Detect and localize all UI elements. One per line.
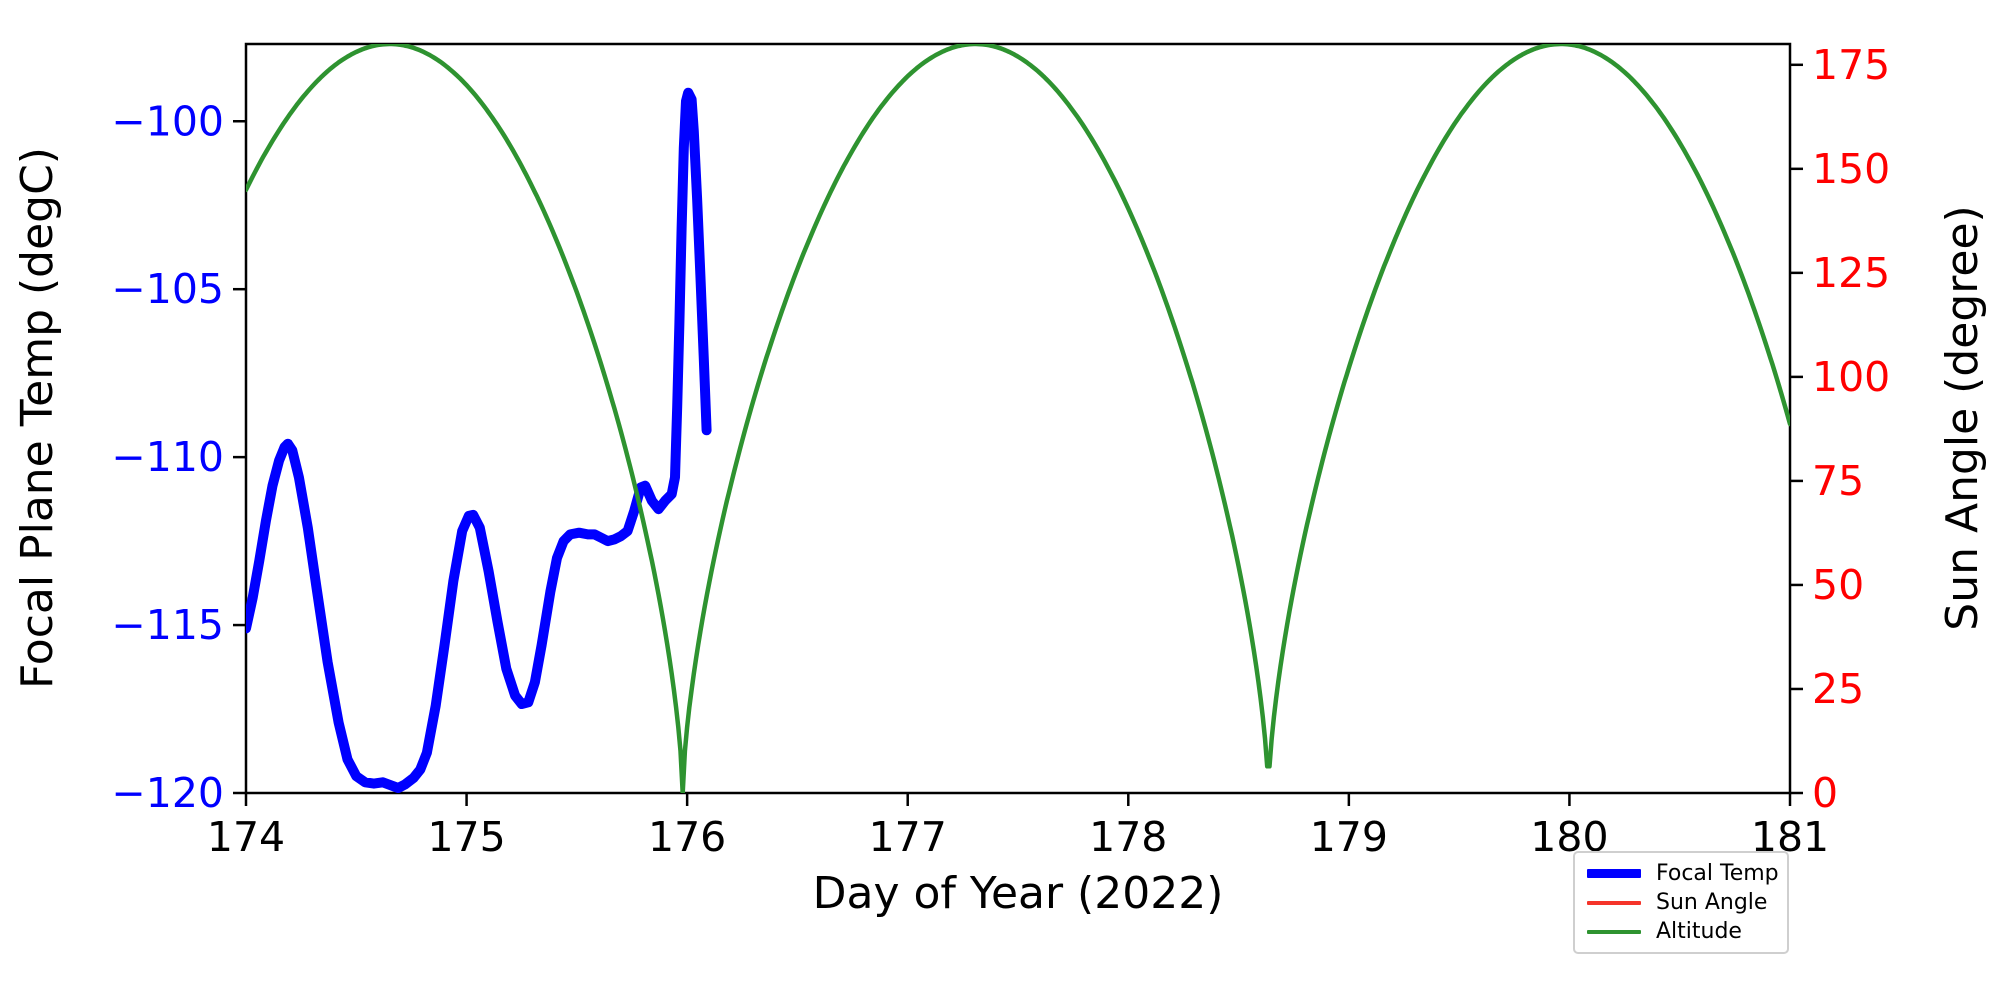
x-axis-label: Day of Year (2022) <box>813 868 1224 919</box>
y-left-tick-label: −105 <box>111 265 224 313</box>
legend-item-altitude: Altitude <box>1587 917 1787 946</box>
x-tick-label: 176 <box>648 813 726 861</box>
y-left-tick-label: −115 <box>111 601 224 649</box>
legend-item-focal-temp: Focal Temp <box>1587 859 1787 888</box>
x-tick-label: 175 <box>427 813 505 861</box>
focal-temp-line-swatch <box>1587 869 1641 878</box>
y-right-tick-label: 50 <box>1812 561 1864 609</box>
y-left-tick-label: −100 <box>111 97 224 145</box>
x-tick-label: 179 <box>1310 813 1388 861</box>
altitude-line <box>246 44 1790 793</box>
x-tick-label: 177 <box>869 813 947 861</box>
y-right-tick-label: 125 <box>1812 249 1890 297</box>
tick-labels: 174 175 176 177 178 179 180 181−100−105−110−115… <box>111 41 1890 861</box>
axes <box>233 42 1803 806</box>
focal-temp-line <box>246 87 712 793</box>
y-right-tick-label: 0 <box>1812 769 1838 817</box>
legend-label-sun-angle: Sun Angle <box>1656 889 1768 915</box>
plot-border <box>244 42 1792 795</box>
y-left-axis-label: Focal Plane Temp (degC) <box>12 147 63 689</box>
x-tick-label: 178 <box>1089 813 1167 861</box>
legend: Focal Temp Sun Angle Altitude <box>1573 851 1789 954</box>
sun-angle-line-swatch <box>1587 900 1641 905</box>
y-right-tick-label: 75 <box>1812 457 1864 505</box>
x-tick-label: 174 <box>207 813 285 861</box>
legend-item-sun-angle: Sun Angle <box>1587 888 1787 917</box>
legend-label-altitude: Altitude <box>1656 918 1742 944</box>
y-right-tick-label: 25 <box>1812 665 1864 713</box>
y-right-tick-label: 175 <box>1812 41 1890 89</box>
y-right-tick-label: 100 <box>1812 353 1890 401</box>
legend-label-focal-temp: Focal Temp <box>1656 860 1779 886</box>
altitude-line-swatch <box>1587 929 1641 934</box>
y-left-tick-label: −110 <box>111 433 224 481</box>
y-right-axis-label: Sun Angle (degree) <box>1937 205 1988 630</box>
curves <box>246 44 1790 793</box>
y-left-tick-label: −120 <box>111 769 224 817</box>
y-right-tick-label: 150 <box>1812 145 1890 193</box>
